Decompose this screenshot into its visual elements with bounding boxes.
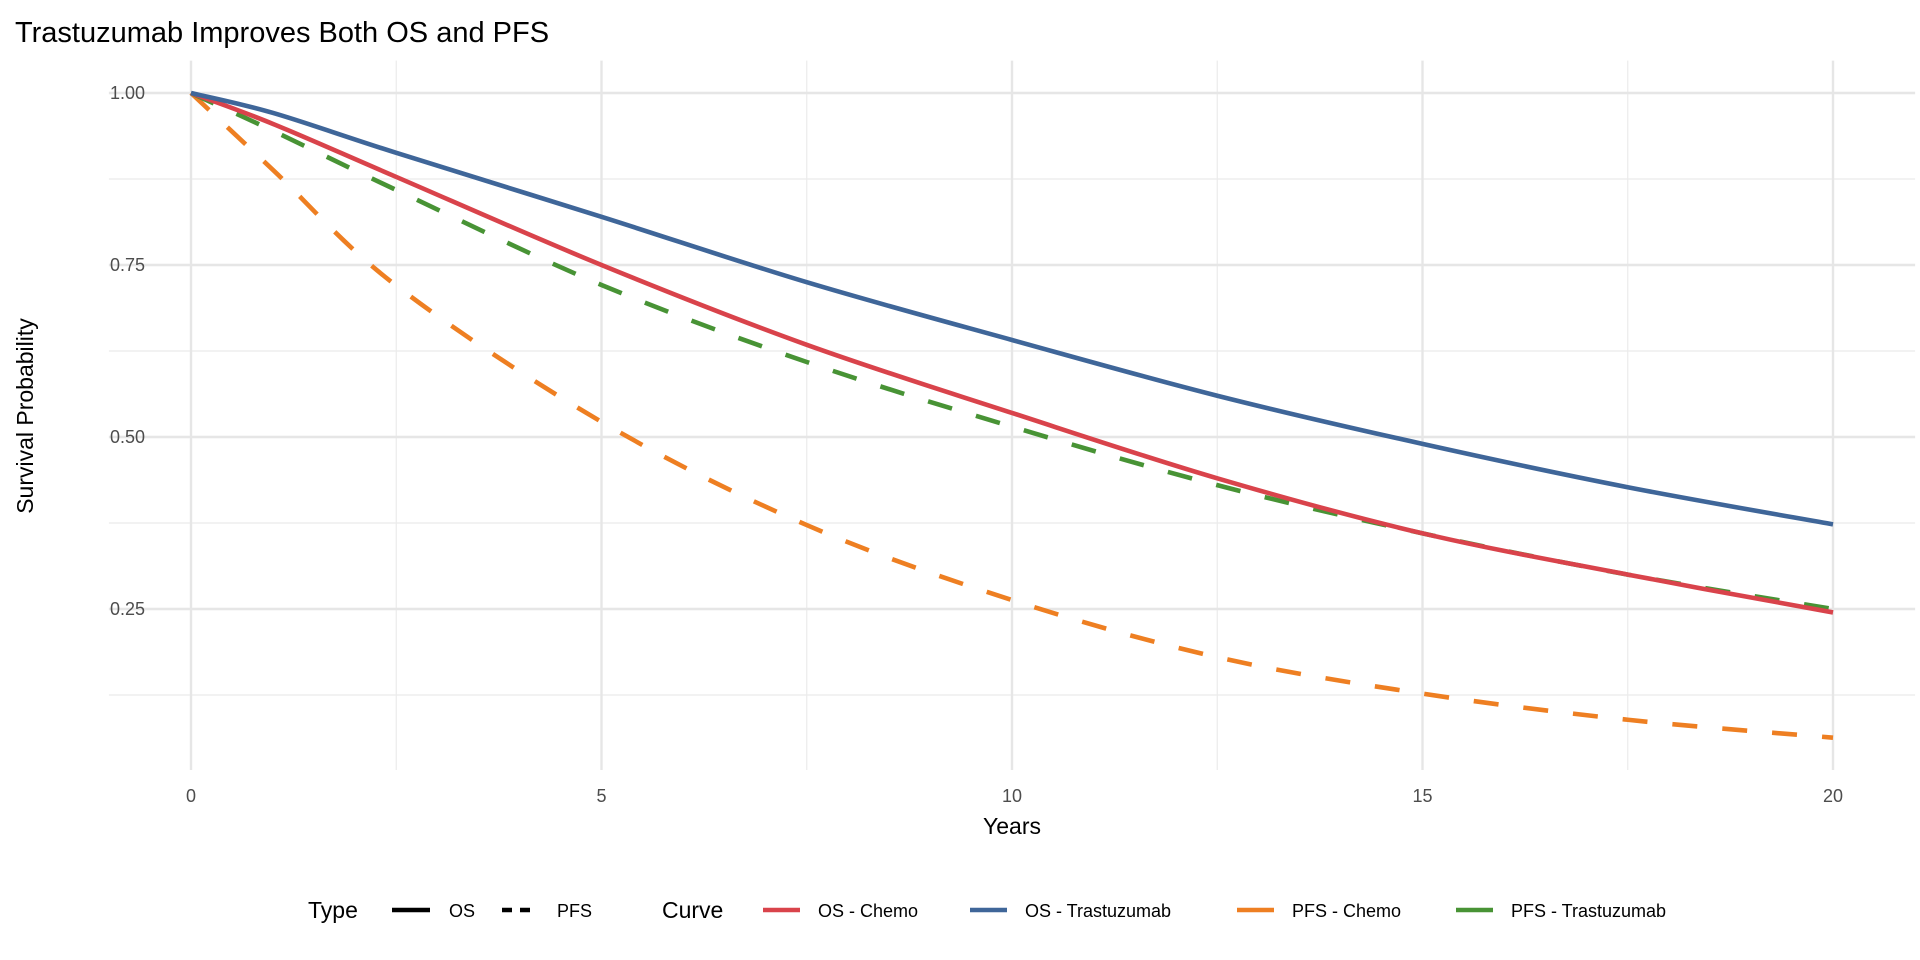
curve-os-chemo: [190, 90, 1834, 615]
y-axis-title: Survival Probability: [12, 318, 38, 514]
x-tick-label: 20: [1823, 786, 1843, 806]
curve-pfs-chemo: [189, 91, 1834, 740]
legend-label-pfs: PFS: [557, 901, 592, 921]
curves: [189, 90, 1834, 740]
x-axis-ticks: 0 5 10 15 20: [186, 786, 1843, 806]
legend-label-os-trastuzumab: OS - Trastuzumab: [1025, 901, 1171, 921]
legend-title-curve: Curve: [662, 897, 723, 923]
y-tick-label: 0.25: [110, 599, 145, 619]
chart-title: Trastuzumab Improves Both OS and PFS: [15, 17, 549, 49]
x-tick-label: 0: [186, 786, 196, 806]
x-tick-label: 15: [1412, 786, 1432, 806]
x-axis-title: Years: [983, 813, 1041, 839]
legend-label-os-chemo: OS - Chemo: [818, 901, 918, 921]
legend-title-type: Type: [308, 897, 358, 923]
y-tick-label: 0.75: [110, 255, 145, 275]
curve-pfs-trastuzumab: [190, 90, 1834, 612]
y-tick-label: 1.00: [110, 83, 145, 103]
legend-label-pfs-trastuzumab: PFS - Trastuzumab: [1511, 901, 1666, 921]
y-tick-label: 0.50: [110, 427, 145, 447]
x-tick-label: 5: [596, 786, 606, 806]
grid: [108, 60, 1916, 770]
x-tick-label: 10: [1002, 786, 1022, 806]
legend-label-os: OS: [449, 901, 475, 921]
legend: Type OS PFS Curve OS - Chemo OS - Trastu…: [308, 897, 1666, 923]
curve-os-trastuzumab: [190, 90, 1834, 527]
legend-label-pfs-chemo: PFS - Chemo: [1292, 901, 1401, 921]
y-axis-ticks: 0.25 0.50 0.75 1.00: [110, 83, 145, 619]
